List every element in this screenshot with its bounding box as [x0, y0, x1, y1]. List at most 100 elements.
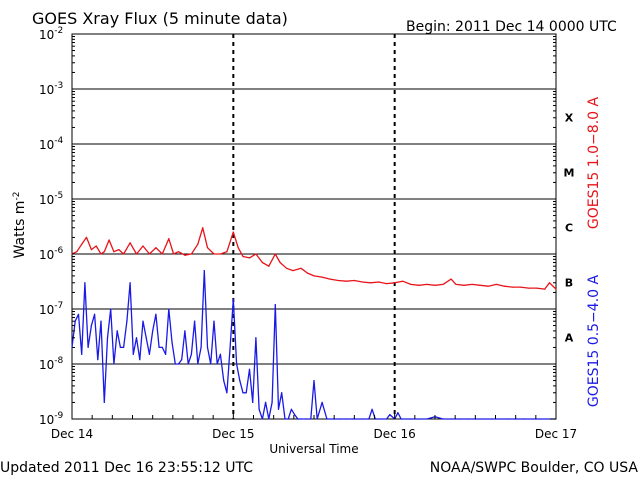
x-tick-label: Dec 16 [374, 427, 416, 441]
data-point [232, 298, 234, 300]
data-point [171, 341, 173, 343]
y-tick-label-exponent: -4 [54, 136, 63, 146]
x-tick-label: Dec 17 [535, 427, 577, 441]
data-point [377, 281, 380, 283]
data-point [536, 287, 538, 289]
data-point [368, 418, 370, 420]
data-point [184, 330, 186, 332]
data-point [507, 418, 509, 420]
data-point [219, 353, 221, 355]
data-point [84, 282, 86, 284]
y-tick-label-exponent: -3 [54, 81, 63, 91]
data-point [258, 408, 260, 410]
data-point [200, 346, 202, 348]
data-point [223, 380, 225, 382]
y-tick-label: 10-8 [39, 356, 64, 372]
y-tick-label-base: 10 [39, 83, 54, 97]
data-point [239, 380, 241, 382]
data-point [286, 267, 288, 269]
data-point [158, 346, 160, 348]
data-point [268, 418, 270, 420]
y-tick-label-exponent: -2 [54, 26, 63, 36]
data-point [94, 313, 96, 315]
y-tick-label-exponent: -9 [54, 411, 63, 421]
data-point [284, 418, 286, 420]
data-point [177, 363, 180, 365]
data-point [168, 308, 170, 310]
data-point [361, 418, 363, 420]
data-point [321, 401, 323, 403]
data-point [261, 418, 263, 420]
data-point [386, 283, 388, 285]
data-point [113, 363, 115, 365]
data-point [386, 418, 388, 420]
data-point [281, 392, 283, 394]
series-line-0 [71, 227, 557, 290]
data-point [90, 249, 92, 251]
begin-time: Begin: 2011 Dec 14 0000 UTC [406, 19, 617, 35]
series-layer [71, 227, 557, 420]
data-point [466, 418, 468, 420]
data-point [450, 418, 452, 420]
data-point [313, 380, 315, 382]
data-point [129, 242, 131, 244]
data-point [142, 320, 144, 322]
x-axis-label: Universal Time [269, 442, 358, 456]
data-point [523, 418, 525, 420]
data-point [290, 408, 292, 410]
data-point [268, 265, 270, 267]
flare-class-label: M [564, 167, 575, 180]
data-point [274, 304, 276, 306]
data-point [410, 418, 412, 420]
data-point [219, 253, 221, 255]
data-point [129, 282, 131, 284]
data-point [458, 418, 460, 420]
data-point [426, 283, 428, 285]
y-tick-label-base: 10 [39, 28, 54, 42]
data-point [81, 243, 83, 245]
y-tick-label: 10-9 [39, 411, 64, 427]
data-point [371, 408, 373, 410]
data-point [155, 247, 157, 249]
data-point [161, 346, 163, 348]
y-tick-label: 10-4 [39, 136, 64, 152]
data-point [277, 408, 280, 410]
data-point [77, 313, 80, 315]
data-point [229, 346, 231, 348]
data-point [173, 253, 175, 255]
data-point [187, 363, 189, 365]
data-point [548, 282, 551, 284]
data-point [255, 337, 257, 339]
data-point [287, 418, 289, 420]
data-point [197, 363, 199, 365]
data-point [152, 330, 154, 332]
y-tick-label-exponent: -7 [54, 301, 63, 311]
data-point [135, 253, 138, 255]
data-point [329, 278, 331, 280]
data-point [544, 288, 546, 290]
data-point [148, 353, 150, 355]
data-point [210, 363, 212, 365]
y-tick-label-base: 10 [39, 248, 54, 262]
data-point [463, 284, 465, 286]
data-point [490, 418, 493, 420]
data-point [274, 253, 276, 255]
data-point [297, 418, 299, 420]
data-point [310, 418, 312, 420]
data-point [168, 238, 170, 240]
data-point [203, 270, 205, 272]
data-point [352, 418, 354, 420]
data-point [110, 308, 112, 310]
flare-class-label: X [565, 112, 574, 125]
data-point [181, 359, 183, 361]
y-tick-label: 10-3 [39, 81, 63, 97]
flare-class-labels: A B C M X [564, 112, 575, 345]
data-point [139, 359, 141, 361]
plot-frame [71, 33, 557, 420]
data-point [177, 251, 180, 253]
data-point [95, 245, 97, 247]
data-point [123, 253, 125, 255]
data-point [539, 418, 541, 420]
data-point [190, 353, 192, 355]
